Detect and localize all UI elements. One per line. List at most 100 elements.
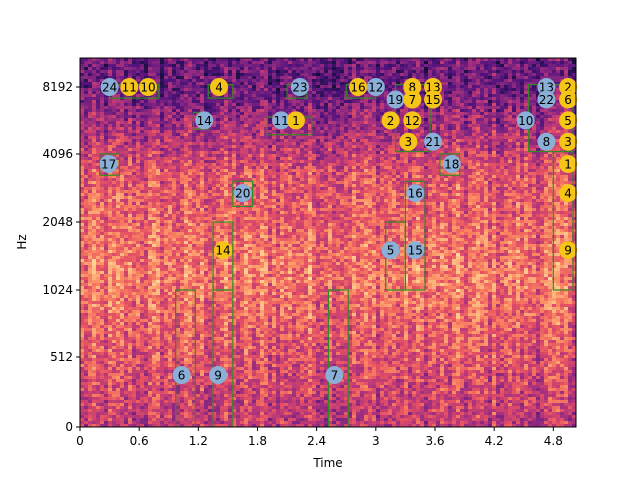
heatmap-cell xyxy=(128,172,133,176)
heatmap-cell xyxy=(464,145,469,149)
heatmap-cell xyxy=(328,79,333,83)
heatmap-cell xyxy=(344,175,349,179)
heatmap-cell xyxy=(176,142,181,146)
heatmap-cell xyxy=(120,163,125,167)
heatmap-cell xyxy=(520,58,525,62)
heatmap-cell xyxy=(180,142,185,146)
heatmap-cell xyxy=(228,157,233,161)
heatmap-cell xyxy=(404,163,409,167)
heatmap-cell xyxy=(348,163,353,167)
heatmap-cell xyxy=(420,88,425,92)
heatmap-cell xyxy=(444,145,449,149)
heatmap-cell xyxy=(300,73,305,77)
heatmap-cell xyxy=(528,85,533,89)
heatmap-cell xyxy=(128,100,133,104)
heatmap-cell xyxy=(252,169,257,173)
heatmap-cell xyxy=(340,85,345,89)
heatmap-cell xyxy=(204,73,209,77)
heatmap-cell xyxy=(376,142,381,146)
heatmap-cell xyxy=(148,163,153,167)
heatmap-cell xyxy=(276,61,281,65)
heatmap-cell xyxy=(80,163,85,167)
heatmap-cell xyxy=(436,67,441,71)
heatmap-cell xyxy=(100,148,105,152)
heatmap-cell xyxy=(92,172,97,176)
heatmap-cell xyxy=(472,160,477,164)
heatmap-cell xyxy=(80,61,85,65)
heatmap-cell xyxy=(456,79,461,83)
heatmap-cell xyxy=(120,115,125,119)
heatmap-cell xyxy=(136,109,141,113)
heatmap-cell xyxy=(308,103,313,107)
heatmap-cell xyxy=(508,157,513,161)
heatmap-cell xyxy=(348,91,353,95)
heatmap-cell xyxy=(376,124,381,128)
heatmap-cell xyxy=(528,154,533,158)
heatmap-cell xyxy=(544,112,549,116)
heatmap-cell xyxy=(372,64,377,68)
heatmap-cell xyxy=(116,142,121,146)
heatmap-cell xyxy=(456,112,461,116)
heatmap-cell xyxy=(352,154,357,158)
heatmap-cell xyxy=(296,175,301,179)
heatmap-cell xyxy=(220,61,225,65)
heatmap-cell xyxy=(316,124,321,128)
heatmap-cell xyxy=(424,121,429,125)
heatmap-cell xyxy=(476,130,481,134)
heatmap-cell xyxy=(348,139,353,143)
heatmap-cell xyxy=(264,97,269,101)
heatmap-cell xyxy=(340,70,345,74)
heatmap-cell xyxy=(360,94,365,98)
heatmap-cell xyxy=(548,73,553,77)
heatmap-cell xyxy=(244,127,249,131)
heatmap-cell xyxy=(400,175,405,179)
heatmap-cell xyxy=(108,151,113,155)
heatmap-cell xyxy=(324,172,329,176)
heatmap-cell xyxy=(484,118,489,122)
heatmap-cell xyxy=(540,112,545,116)
heatmap-cell xyxy=(364,67,369,71)
heatmap-cell xyxy=(216,166,221,170)
heatmap-cell xyxy=(288,166,293,170)
heatmap-cell xyxy=(336,142,341,146)
heatmap-cell xyxy=(144,112,149,116)
heatmap-cell xyxy=(272,106,277,110)
heatmap-cell xyxy=(308,73,313,77)
heatmap-cell xyxy=(368,142,373,146)
heatmap-cell xyxy=(332,76,337,80)
heatmap-cell xyxy=(208,109,213,113)
heatmap-cell xyxy=(532,133,537,137)
heatmap-cell xyxy=(96,172,101,176)
heatmap-cell xyxy=(460,58,465,62)
heatmap-cell xyxy=(232,160,237,164)
heatmap-cell xyxy=(140,97,145,101)
heatmap-cell xyxy=(276,91,281,95)
heatmap-cell xyxy=(92,100,97,104)
heatmap-cell xyxy=(272,169,277,173)
heatmap-cell xyxy=(432,73,437,77)
heatmap-cell xyxy=(268,160,273,164)
heatmap-cell xyxy=(468,94,473,98)
heatmap-cell xyxy=(260,73,265,77)
heatmap-cell xyxy=(344,82,349,86)
heatmap-cell xyxy=(232,154,237,158)
heatmap-cell xyxy=(388,154,393,158)
heatmap-cell xyxy=(188,163,193,167)
heatmap-cell xyxy=(404,67,409,71)
heatmap-cell xyxy=(308,151,313,155)
heatmap-cell xyxy=(364,175,369,179)
heatmap-cell xyxy=(492,169,497,173)
heatmap-cell xyxy=(420,112,425,116)
heatmap-cell xyxy=(404,160,409,164)
heatmap-cell xyxy=(184,103,189,107)
heatmap-cell xyxy=(528,91,533,95)
heatmap-cell xyxy=(100,130,105,134)
heatmap-cell xyxy=(316,103,321,107)
heatmap-cell xyxy=(572,148,576,152)
heatmap-cell xyxy=(472,157,477,161)
heatmap-cell xyxy=(464,157,469,161)
heatmap-cell xyxy=(356,67,361,71)
heatmap-cell xyxy=(288,148,293,152)
heatmap-cell xyxy=(124,100,129,104)
heatmap-cell xyxy=(108,175,113,179)
